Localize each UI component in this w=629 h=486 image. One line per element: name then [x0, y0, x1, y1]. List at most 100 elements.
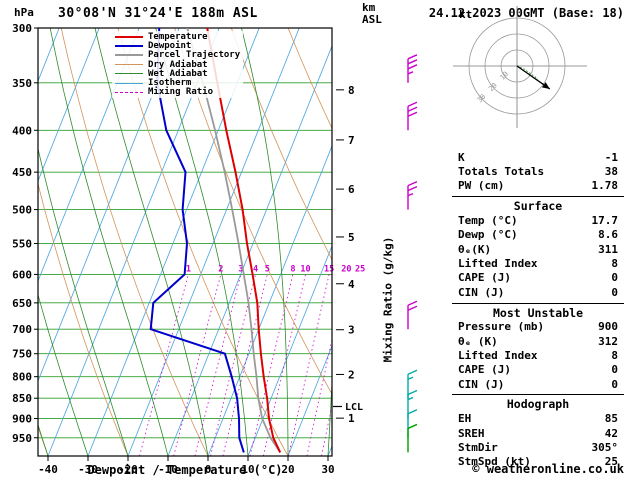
stat-value: 0 — [611, 285, 618, 299]
stat-label: CIN (J) — [458, 285, 505, 299]
stat-row: EH 85 — [452, 411, 624, 425]
temperature-tick-labels: -40 -30 -20 -10 0 10 20 30 — [38, 456, 335, 476]
svg-text:30: 30 — [321, 463, 334, 476]
legend-item: Mixing Ratio — [115, 87, 240, 98]
km-scale: 1 2 3 4 5 6 7 8 — [336, 84, 355, 425]
dewpoint-curve — [149, 28, 245, 453]
legend-label: Dewpoint — [148, 40, 192, 51]
svg-text:-20: -20 — [118, 463, 138, 476]
stat-row: StmDir 305° — [452, 440, 624, 454]
legend-item: Isotherm — [115, 78, 240, 89]
stat-row: Lifted Index 8 — [452, 348, 624, 362]
stat-label: K — [458, 150, 465, 164]
storm-motion-arrowhead — [541, 82, 550, 89]
stat-label: Temp (°C) — [458, 213, 518, 227]
stat-label: θₑ(K) — [458, 242, 492, 256]
stat-label: CIN (J) — [458, 377, 505, 391]
legend-label: Isotherm — [148, 78, 192, 89]
altitude-axis-unit: km ASL — [362, 2, 382, 26]
svg-text:0: 0 — [205, 463, 212, 476]
stat-label: StmSpd (kt) — [458, 455, 531, 469]
plot-border — [37, 27, 333, 457]
stat-label: Totals Totals — [458, 165, 545, 179]
hodograph-wind-trace — [516, 65, 539, 80]
svg-text:1: 1 — [348, 412, 355, 425]
stat-value: 85 — [604, 412, 618, 426]
legend-item: Temperature — [115, 31, 240, 42]
stat-value: 312 — [598, 334, 618, 348]
credit: © weatheronline.co.uk — [472, 462, 624, 476]
stat-row: Dewp (°C) 8.6 — [452, 228, 624, 242]
hodograph-ring-label: 20 — [487, 81, 499, 93]
stat-value: 1.78 — [591, 179, 619, 193]
asl-label: ASL — [362, 13, 382, 26]
stat-value: 38 — [604, 165, 618, 179]
svg-text:800: 800 — [12, 371, 32, 384]
svg-text:8: 8 — [348, 84, 355, 97]
svg-text:2: 2 — [348, 368, 355, 381]
sounding-curves — [149, 28, 282, 453]
svg-text:350: 350 — [12, 77, 32, 90]
stats-panel: K -1 Totals Totals 38 PW (cm) 1.78 Surface Temp… — [452, 150, 624, 469]
stat-label: CAPE (J) — [458, 271, 511, 285]
stat-label: PW (cm) — [458, 179, 505, 193]
legend-label: Mixing Ratio — [148, 87, 214, 98]
legend-label: Parcel Trajectory — [148, 50, 241, 61]
stat-value: 8 — [611, 257, 618, 271]
svg-text:5: 5 — [348, 231, 355, 244]
km-label: km — [362, 1, 376, 14]
stat-value: 42 — [604, 426, 618, 440]
stat-label: Lifted Index — [458, 257, 538, 271]
legend-swatch — [115, 35, 143, 38]
x-axis-label: Dewpoint / Temperature (°C) — [87, 463, 283, 477]
hodograph-ring-label: 30 — [476, 93, 488, 105]
pressure-tick-labels: 300 350 400 450 500 550 600 650 700 750 800 850 900 9… — [12, 22, 38, 445]
stat-value: 305° — [591, 440, 619, 454]
stat-value: 311 — [598, 242, 618, 256]
stat-row: K -1 — [452, 150, 624, 164]
page-title: 30°08'N 31°24'E 188m ASL — [58, 6, 258, 21]
stat-label: Lifted Index — [458, 348, 538, 362]
svg-text:10: 10 — [241, 463, 254, 476]
svg-text:3: 3 — [238, 264, 243, 274]
legend-swatch — [115, 64, 143, 66]
legend-label: Wet Adiabat — [148, 68, 208, 79]
stat-label: SREH — [458, 426, 485, 440]
legend-swatch — [115, 82, 143, 84]
svg-text:300: 300 — [12, 22, 32, 35]
valid-datetime: 24.12.2023 00GMT (Base: 18) — [428, 6, 624, 20]
stat-value: 8 — [611, 348, 618, 362]
stat-label: CAPE (J) — [458, 363, 511, 377]
stat-label: Pressure (mb) — [458, 320, 545, 334]
stat-row: Temp (°C) 17.7 — [452, 213, 624, 227]
lcl-marker: LCL — [333, 402, 363, 413]
svg-text:3: 3 — [348, 324, 355, 337]
mixing-ratio-axis-label: Mixing Ratio (g/kg) — [381, 236, 395, 363]
svg-text:10: 10 — [300, 264, 310, 274]
svg-text:550: 550 — [12, 237, 32, 250]
mixing-ratio-labels: 1 2 3 4 5 8 10 15 20 25 — [186, 264, 365, 274]
stat-row: PW (cm) 1.78 — [452, 179, 624, 193]
svg-text:20: 20 — [341, 264, 351, 274]
hodograph-unit-label: kt — [459, 8, 472, 21]
svg-text:7: 7 — [348, 134, 355, 147]
stat-value: 900 — [598, 320, 618, 334]
svg-text:2: 2 — [218, 264, 223, 274]
stat-label: Dewp (°C) — [458, 228, 518, 242]
mixing-ratio-lines — [139, 274, 332, 456]
svg-text:950: 950 — [12, 432, 32, 445]
stat-value: 0 — [611, 271, 618, 285]
stats-section-title: Hodograph — [452, 394, 624, 411]
legend-swatch — [115, 54, 143, 57]
svg-text:400: 400 — [12, 124, 32, 137]
hodograph-ring — [484, 33, 550, 99]
svg-text:25: 25 — [355, 264, 365, 274]
hodograph-ring — [468, 17, 566, 115]
stat-value: 25 — [604, 455, 618, 469]
svg-text:700: 700 — [12, 323, 32, 336]
legend-swatch — [115, 73, 143, 75]
legend-label: Temperature — [148, 31, 208, 42]
svg-text:900: 900 — [12, 413, 32, 426]
pressure-axis-unit: hPa — [14, 6, 34, 19]
stat-value: 0 — [611, 377, 618, 391]
